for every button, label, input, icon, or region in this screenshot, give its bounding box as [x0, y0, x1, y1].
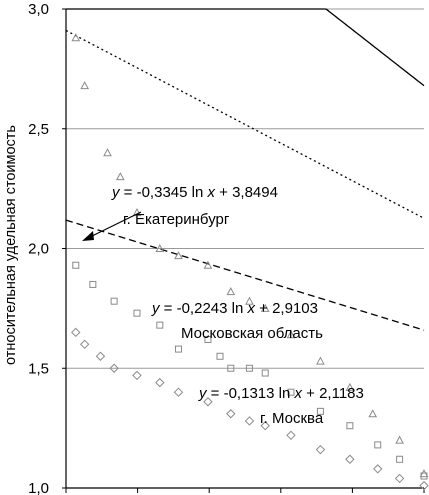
- axes: [65, 9, 425, 493]
- y-ticks: 1,0 1,5 2,0 2,5 3,0: [28, 1, 66, 495]
- msk-equation: y = -0,1313 ln x + 2,1183: [198, 385, 364, 402]
- marker-diamond: [71, 327, 81, 338]
- marker-diamond: [226, 409, 236, 419]
- trend-line-solid: [66, 8, 425, 87]
- marker-triangle: [286, 330, 296, 339]
- marker-triangle: [260, 303, 270, 312]
- marker-square: [420, 472, 428, 480]
- marker-diamond: [373, 464, 383, 474]
- ekb-arrow: [82, 211, 142, 241]
- data-markers: [71, 33, 429, 491]
- marker-square: [287, 388, 295, 396]
- marker-diamond: [244, 416, 255, 426]
- marker-diamond: [419, 480, 429, 491]
- marker-square: [156, 321, 164, 329]
- marker-diamond: [173, 387, 184, 397]
- marker-triangle: [115, 172, 125, 181]
- marker-triangle: [71, 33, 81, 42]
- marker-square: [89, 280, 97, 288]
- marker-triangle: [316, 356, 325, 365]
- marker-square: [316, 407, 324, 415]
- marker-diamond: [95, 351, 106, 361]
- marker-square: [396, 455, 404, 463]
- marker-triangle: [368, 409, 378, 418]
- marker-triangle: [226, 287, 236, 296]
- marker-square: [374, 441, 382, 449]
- marker-triangle: [155, 243, 165, 252]
- marker-diamond: [132, 370, 142, 381]
- marker-square: [110, 297, 118, 305]
- marker-diamond: [79, 339, 90, 350]
- marker-triangle: [174, 251, 183, 260]
- ekb-equation: y = -0,3345 ln x + 3,8494: [111, 184, 278, 201]
- msk-label: г. Москва: [260, 410, 324, 427]
- marker-diamond: [315, 444, 326, 455]
- marker-square: [174, 345, 182, 353]
- marker-square: [227, 364, 235, 372]
- marker-triangle: [245, 296, 254, 305]
- y-axis-label: относительная удельная стоимость: [3, 125, 19, 365]
- y-tick-label: 1,5: [28, 360, 49, 377]
- marker-triangle: [132, 208, 142, 217]
- marker-diamond: [345, 454, 355, 464]
- trend-line-dashed: [65, 219, 425, 331]
- marker-diamond: [260, 421, 270, 431]
- marker-square: [133, 309, 141, 317]
- marker-diamond: [394, 473, 405, 484]
- marker-triangle: [203, 260, 213, 269]
- ekb-label: г. Екатеринбург: [123, 211, 230, 228]
- marker-square: [216, 352, 224, 360]
- marker-triangle: [395, 435, 404, 444]
- marker-square: [245, 364, 253, 372]
- trend-line-dotted: [65, 29, 425, 219]
- marker-triangle: [345, 382, 355, 391]
- marker-square: [261, 369, 269, 377]
- y-tick-label: 2,5: [28, 121, 49, 138]
- marker-square: [346, 422, 354, 430]
- marker-square: [204, 336, 212, 344]
- marker-diamond: [109, 363, 119, 373]
- y-tick-label: 1,0: [28, 480, 49, 495]
- marker-diamond: [203, 397, 213, 407]
- marker-square: [72, 261, 80, 269]
- mo-equation: y = -0,2243 ln x + 2,9103: [151, 300, 318, 317]
- marker-diamond: [286, 430, 296, 441]
- y-tick-label: 2,0: [28, 241, 49, 258]
- marker-diamond: [155, 377, 165, 388]
- marker-triangle: [80, 81, 90, 90]
- marker-triangle: [103, 148, 112, 157]
- mo-label: Московская область: [181, 325, 323, 342]
- trend-lines: [65, 8, 425, 331]
- y-tick-label: 3,0: [28, 1, 49, 18]
